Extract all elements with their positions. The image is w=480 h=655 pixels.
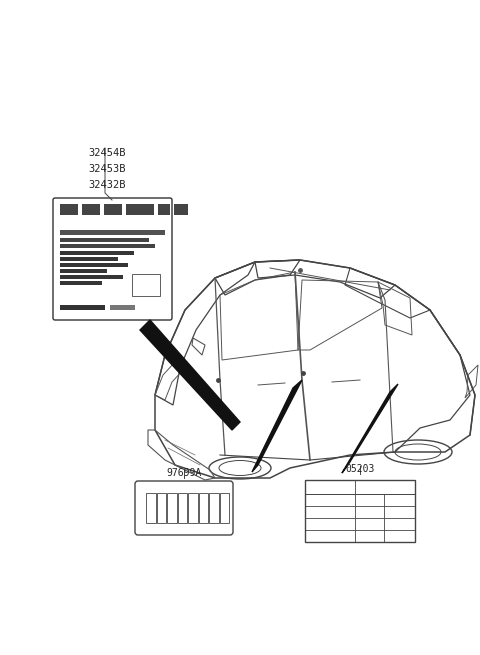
Bar <box>60 251 133 255</box>
Bar <box>60 275 123 279</box>
Bar <box>60 244 155 248</box>
Bar <box>188 493 197 523</box>
Bar <box>104 204 122 215</box>
Bar <box>305 480 415 542</box>
Bar <box>209 493 218 523</box>
Bar <box>82 204 100 215</box>
Bar <box>174 204 188 215</box>
Bar <box>305 480 415 494</box>
Bar <box>60 305 105 310</box>
Bar <box>60 230 165 235</box>
Text: 32453B: 32453B <box>88 164 125 174</box>
Bar <box>60 281 102 285</box>
Bar <box>132 274 160 296</box>
Bar <box>60 263 128 267</box>
Bar <box>178 493 187 523</box>
Bar <box>219 493 229 523</box>
Bar <box>199 493 208 523</box>
Bar <box>60 257 118 261</box>
Bar <box>60 269 107 273</box>
FancyBboxPatch shape <box>53 198 172 320</box>
Bar <box>158 204 170 215</box>
Bar <box>146 493 156 523</box>
Text: 97699A: 97699A <box>167 468 202 478</box>
Polygon shape <box>252 380 302 472</box>
Bar <box>60 238 149 242</box>
Text: 32432B: 32432B <box>88 180 125 190</box>
FancyBboxPatch shape <box>135 481 233 535</box>
Bar <box>126 204 154 215</box>
Bar <box>167 493 177 523</box>
Text: 32454B: 32454B <box>88 148 125 158</box>
Bar <box>156 493 166 523</box>
Bar <box>60 204 78 215</box>
Text: 05203: 05203 <box>345 464 375 474</box>
Bar <box>110 305 135 310</box>
Polygon shape <box>342 384 398 473</box>
Polygon shape <box>140 320 240 430</box>
